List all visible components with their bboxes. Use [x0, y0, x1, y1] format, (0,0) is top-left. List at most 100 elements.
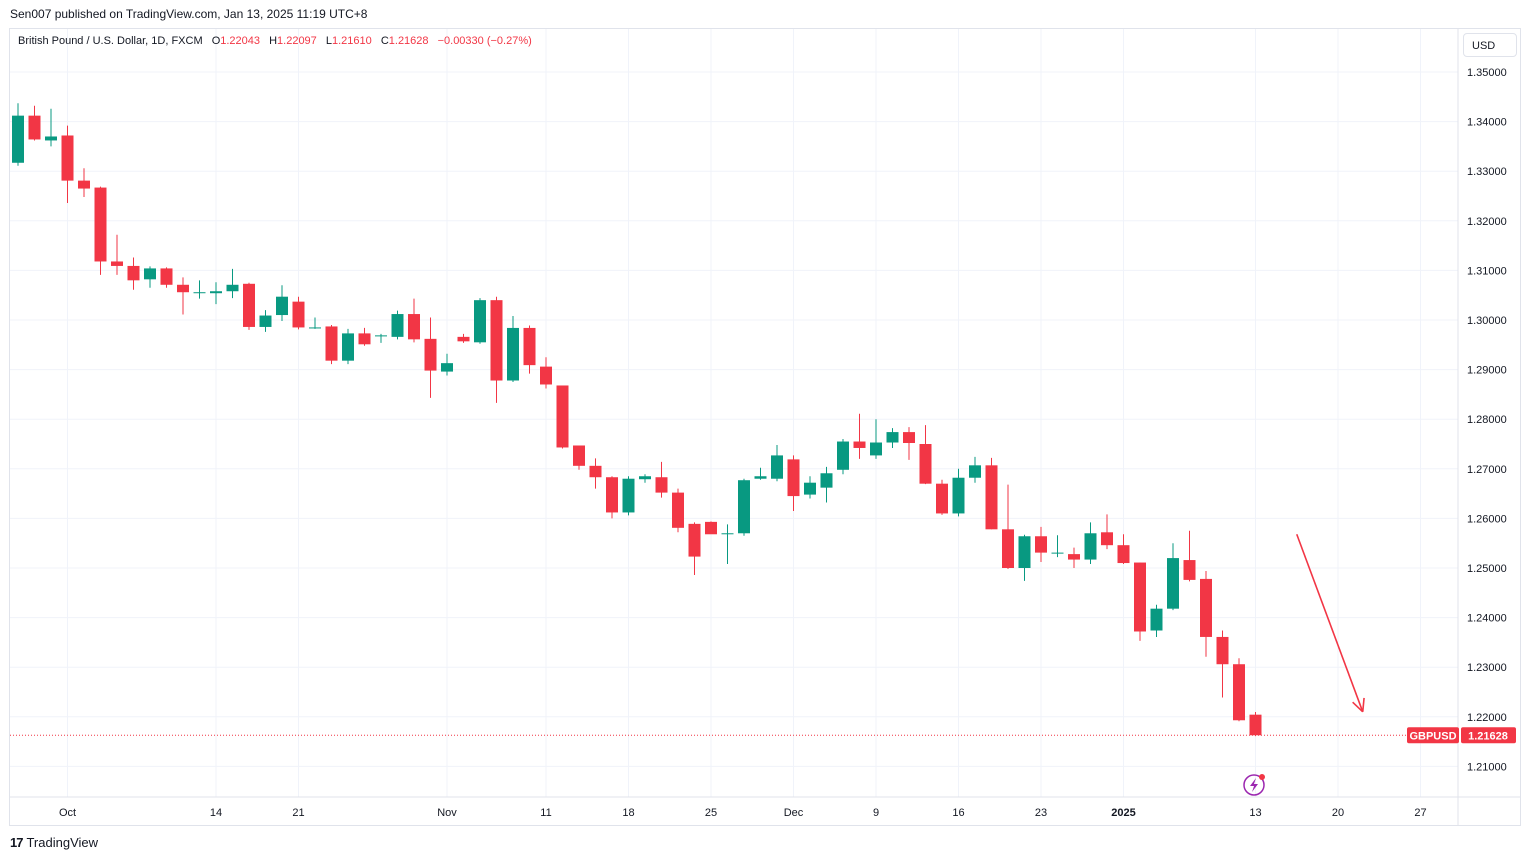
arrow-head [1352, 701, 1364, 713]
candle [408, 298, 420, 343]
candle-body [226, 284, 239, 292]
arrow-shaft [1296, 533, 1364, 713]
footer-brand[interactable]: 17 TradingView [10, 835, 98, 850]
legend-open-label: O [211, 35, 221, 47]
candle-body [408, 314, 420, 340]
flash-icon-dot [1259, 774, 1265, 780]
candle-body [1068, 554, 1080, 560]
candle-body [655, 477, 668, 493]
candle [523, 325, 536, 374]
candles [12, 103, 1262, 737]
candle-body [259, 315, 272, 327]
x-tick-label: 2025 [1111, 807, 1135, 819]
candle-body [672, 492, 684, 528]
trend-arrow [1296, 533, 1365, 713]
candle-body [606, 477, 618, 513]
candle [1084, 522, 1097, 565]
candle-body [441, 363, 453, 372]
candle-body [523, 327, 536, 366]
legend-high-label: H [269, 35, 278, 47]
legend-low: 1.21610 [331, 35, 372, 47]
candle [820, 466, 833, 503]
candle-body [1035, 536, 1047, 553]
candle-body [688, 523, 701, 557]
legend-open: 1.22043 [220, 35, 261, 47]
candle [358, 327, 371, 346]
candle-body [61, 135, 74, 181]
price-axis: 1.35000 1.34000 1.33000 1.32000 1.31000 1.300… [1457, 29, 1507, 826]
candle-body [903, 432, 915, 444]
candle-body [573, 445, 585, 466]
candle [1216, 630, 1229, 698]
x-tick-label: 23 [1035, 807, 1047, 819]
time-axis: Oct 14 21 Nov 11 18 25 Dec 9 16 23 2025 13 20 27 [10, 796, 1521, 819]
y-tick-label: 1.32000 [1467, 216, 1507, 228]
y-tick-label: 1.27000 [1467, 464, 1507, 476]
candle-body [177, 284, 189, 293]
y-tick-label: 1.30000 [1467, 315, 1507, 327]
candle-body [193, 292, 206, 294]
candle [540, 357, 552, 389]
y-tick-label: 1.33000 [1467, 166, 1507, 178]
candle-body [837, 441, 849, 470]
candle-body [111, 261, 123, 266]
x-tick-label: Oct [59, 807, 76, 819]
candle-body [1117, 545, 1130, 564]
candle [424, 317, 437, 398]
candle [969, 456, 981, 483]
candle-body [28, 115, 41, 140]
candle [622, 476, 635, 516]
legend-close-label: C [380, 35, 389, 47]
candle [936, 479, 948, 515]
candle [441, 353, 453, 376]
candle [325, 324, 338, 365]
candle-body [738, 480, 750, 534]
candle [28, 105, 41, 141]
candle-body [1084, 533, 1097, 560]
candle [639, 474, 651, 483]
currency-button[interactable]: USD [1463, 33, 1517, 57]
x-tick-label: 27 [1414, 807, 1426, 819]
candle [1150, 604, 1163, 637]
candle [655, 461, 668, 498]
x-tick-label: 18 [622, 807, 634, 819]
candle-body [457, 336, 470, 342]
candle-body [1101, 532, 1113, 546]
candle [1035, 526, 1047, 563]
candle [160, 267, 173, 288]
candle-body [540, 366, 552, 385]
candle [1068, 547, 1080, 568]
candle-body [342, 333, 354, 361]
price-tag: GBPUSD 1.21628 [1407, 727, 1516, 744]
candle [391, 310, 404, 340]
candle [144, 266, 156, 288]
y-tick-label: 1.34000 [1467, 117, 1507, 129]
candle [1002, 484, 1014, 569]
candle-body [1051, 552, 1064, 554]
candle-body [1183, 560, 1196, 580]
candle-body [556, 385, 569, 448]
candle-body [375, 335, 387, 337]
candle-body [144, 268, 156, 280]
x-tick-label: 9 [873, 807, 879, 819]
candle-body [160, 268, 173, 285]
candle [309, 317, 321, 329]
candle-body [721, 533, 734, 535]
candle-body [210, 291, 222, 294]
x-tick-label: 14 [210, 807, 222, 819]
candle-body [705, 521, 717, 535]
candle [1051, 535, 1064, 558]
candle [804, 476, 816, 499]
candle-body [243, 283, 255, 327]
candle [243, 282, 255, 330]
candle-body [1249, 714, 1262, 736]
candle [226, 268, 239, 299]
candle [127, 257, 140, 290]
candle-body [292, 301, 305, 328]
x-tick-label: Nov [437, 807, 457, 819]
y-tick-label: 1.28000 [1467, 414, 1507, 426]
candle [292, 296, 305, 330]
arrow-head [1361, 697, 1365, 712]
price-tag-price: 1.21628 [1468, 730, 1508, 742]
